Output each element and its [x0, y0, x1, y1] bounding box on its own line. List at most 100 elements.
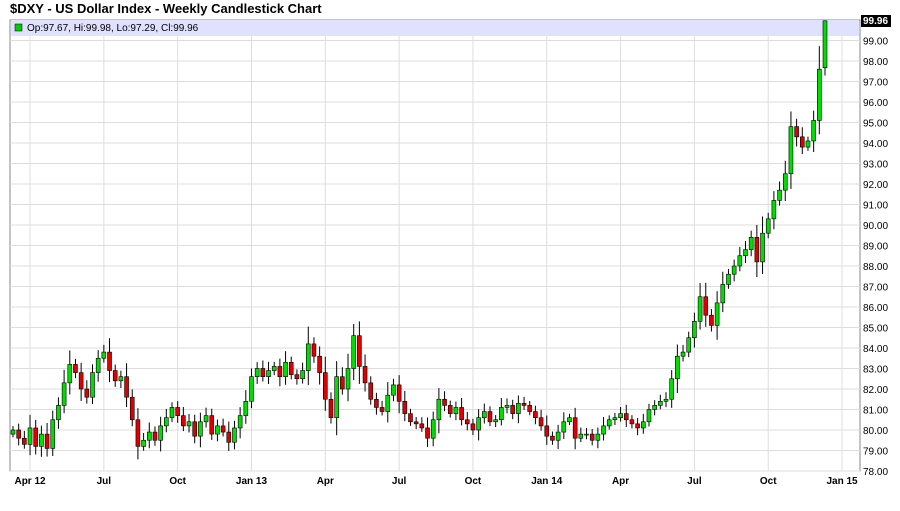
- y-tick-label: 91.00: [863, 201, 888, 212]
- candle-up: [720, 284, 726, 304]
- candle-down: [175, 407, 180, 416]
- y-tick-label: 82.00: [863, 385, 888, 396]
- candle-up: [726, 273, 731, 285]
- candle-up: [811, 120, 816, 142]
- candle-up: [95, 357, 101, 373]
- x-tick-label: Oct: [169, 476, 186, 487]
- candle-up: [737, 255, 743, 267]
- legend-swatch: [14, 23, 23, 32]
- candle-down: [709, 314, 714, 326]
- candle-down: [220, 425, 226, 433]
- x-tick-label: Jan 14: [531, 476, 563, 487]
- candle-up: [692, 321, 697, 339]
- x-tick-label: Oct: [760, 476, 777, 487]
- candle-up: [232, 427, 237, 443]
- candle-up: [169, 407, 175, 419]
- candle-down: [544, 425, 550, 437]
- candle-down: [226, 431, 232, 443]
- y-tick-label: 95.00: [863, 119, 888, 130]
- candle-up: [158, 425, 163, 441]
- candle-up: [334, 376, 339, 419]
- candle-down: [328, 398, 334, 419]
- candle-up: [482, 411, 487, 418]
- candle-down: [192, 421, 197, 437]
- candle-up: [10, 429, 16, 435]
- candle-down: [107, 351, 112, 371]
- candle-down: [425, 427, 430, 439]
- x-tick-label: Jul: [687, 476, 702, 487]
- y-axis: 78.00 79.00 80.00 81.00 82.00 83.00 84.00 85.00…: [863, 37, 888, 479]
- candle-down: [317, 355, 322, 373]
- candle-down: [357, 335, 362, 367]
- candle-up: [788, 126, 794, 175]
- candle-up: [146, 431, 152, 441]
- candle-down: [799, 136, 805, 148]
- candle-down: [73, 364, 78, 373]
- candle-up: [61, 382, 67, 406]
- candle-up: [453, 407, 459, 414]
- x-tick-label: Apr: [317, 476, 334, 487]
- candle-down: [16, 429, 21, 439]
- candle-up: [215, 425, 220, 435]
- candle-up: [198, 421, 203, 437]
- candle-up: [601, 425, 606, 435]
- chart-title: $DXY - US Dollar Index - Weekly Candlest…: [10, 1, 322, 16]
- candle-up: [476, 417, 481, 431]
- candle-down: [288, 362, 294, 375]
- y-tick-label: 87.00: [863, 283, 888, 294]
- candle-down: [464, 419, 470, 425]
- y-tick-label: 97.00: [863, 78, 888, 89]
- candle-up: [555, 431, 561, 441]
- candle-up: [516, 403, 521, 414]
- candle-up: [283, 362, 288, 378]
- candle-down: [78, 372, 84, 390]
- candle-up: [765, 218, 771, 234]
- candle-up: [430, 419, 436, 439]
- y-tick-label: 92.00: [863, 180, 888, 191]
- candle-up: [56, 405, 61, 421]
- candle-up: [164, 417, 169, 427]
- candle-down: [459, 407, 464, 421]
- candle-up: [743, 249, 748, 257]
- candle-down: [129, 396, 135, 421]
- x-tick-label: Jan 15: [826, 476, 858, 487]
- y-tick-label: 99.00: [863, 37, 888, 48]
- candle-up: [567, 417, 572, 423]
- candle-up: [141, 439, 146, 447]
- candle-up: [782, 173, 788, 191]
- candle-up: [675, 355, 680, 380]
- candle-down: [629, 419, 635, 425]
- candle-down: [442, 398, 447, 406]
- legend-band: [11, 20, 859, 36]
- candle-up: [254, 368, 260, 377]
- candle-up: [186, 421, 192, 427]
- candle-down: [572, 417, 578, 439]
- candle-down: [84, 388, 90, 398]
- candle-down: [447, 405, 453, 414]
- candle-up: [101, 351, 107, 359]
- candle-down: [181, 415, 186, 427]
- y-tick-label: 89.00: [863, 242, 888, 253]
- candle-up: [351, 335, 356, 369]
- candle-down: [396, 384, 402, 402]
- candle-down: [209, 415, 215, 435]
- y-tick-label: 93.00: [863, 160, 888, 171]
- y-tick-label: 84.00: [863, 344, 888, 355]
- candle-down: [277, 366, 283, 378]
- candle-up: [561, 421, 567, 433]
- candle-down: [311, 343, 317, 357]
- candle-up: [641, 421, 646, 429]
- candle-up: [822, 20, 828, 69]
- x-tick-label: Jan 13: [236, 476, 268, 487]
- candle-up: [90, 372, 95, 398]
- last-value-label: 99.96: [863, 16, 888, 27]
- candle-up: [606, 419, 612, 427]
- candle-up: [771, 200, 777, 220]
- candle-up: [118, 376, 124, 382]
- candle-down: [589, 433, 595, 441]
- candle-down: [538, 417, 544, 427]
- candle-up: [760, 232, 765, 263]
- candle-up: [504, 405, 510, 408]
